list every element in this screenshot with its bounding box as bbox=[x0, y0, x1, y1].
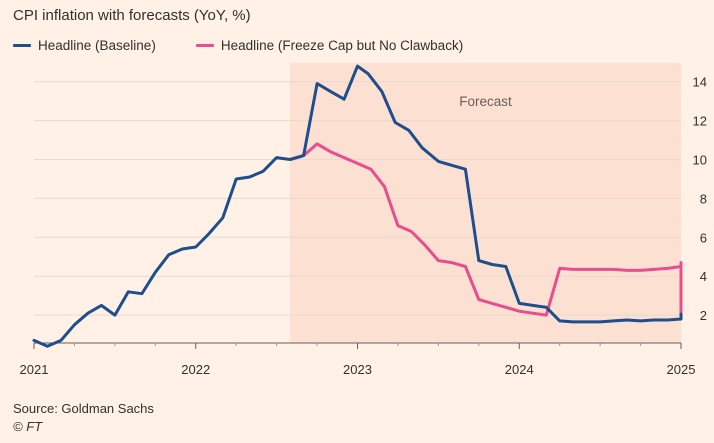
x-tick-label: 2024 bbox=[505, 362, 534, 377]
x-tick-label: 2025 bbox=[667, 362, 696, 377]
y-tick-label: 6 bbox=[700, 230, 707, 245]
series-line-freeze-cap bbox=[288, 142, 683, 317]
y-tick-label: 12 bbox=[693, 114, 707, 129]
legend-item-baseline: Headline (Baseline) bbox=[13, 38, 156, 53]
legend-swatch-baseline bbox=[13, 44, 31, 47]
y-tick-label: 10 bbox=[693, 153, 707, 168]
series-line-baseline bbox=[32, 64, 683, 348]
chart-title: CPI inflation with forecasts (YoY, %) bbox=[13, 7, 251, 24]
x-tick-label: 2022 bbox=[181, 362, 210, 377]
y-tick-label: 14 bbox=[693, 75, 707, 90]
x-tick-label: 2021 bbox=[20, 362, 49, 377]
legend-item-freeze-cap: Headline (Freeze Cap but No Clawback) bbox=[195, 38, 464, 53]
legend-swatch-freeze-cap bbox=[195, 44, 214, 47]
source-note: Source: Goldman Sachs bbox=[13, 401, 154, 416]
x-tick-label: 2023 bbox=[343, 362, 372, 377]
copyright-note: © FT bbox=[13, 419, 43, 434]
forecast-label: Forecast bbox=[459, 94, 512, 109]
chart-legend: Headline (Baseline) Headline (Freeze Cap… bbox=[13, 38, 503, 53]
legend-label-freeze-cap: Headline (Freeze Cap but No Clawback) bbox=[220, 38, 464, 53]
legend-label-baseline: Headline (Baseline) bbox=[38, 38, 156, 53]
y-tick-label: 8 bbox=[700, 191, 707, 206]
y-tick-label: 4 bbox=[700, 269, 707, 284]
forecast-shaded-region bbox=[290, 63, 681, 343]
y-tick-label: 2 bbox=[700, 308, 707, 323]
